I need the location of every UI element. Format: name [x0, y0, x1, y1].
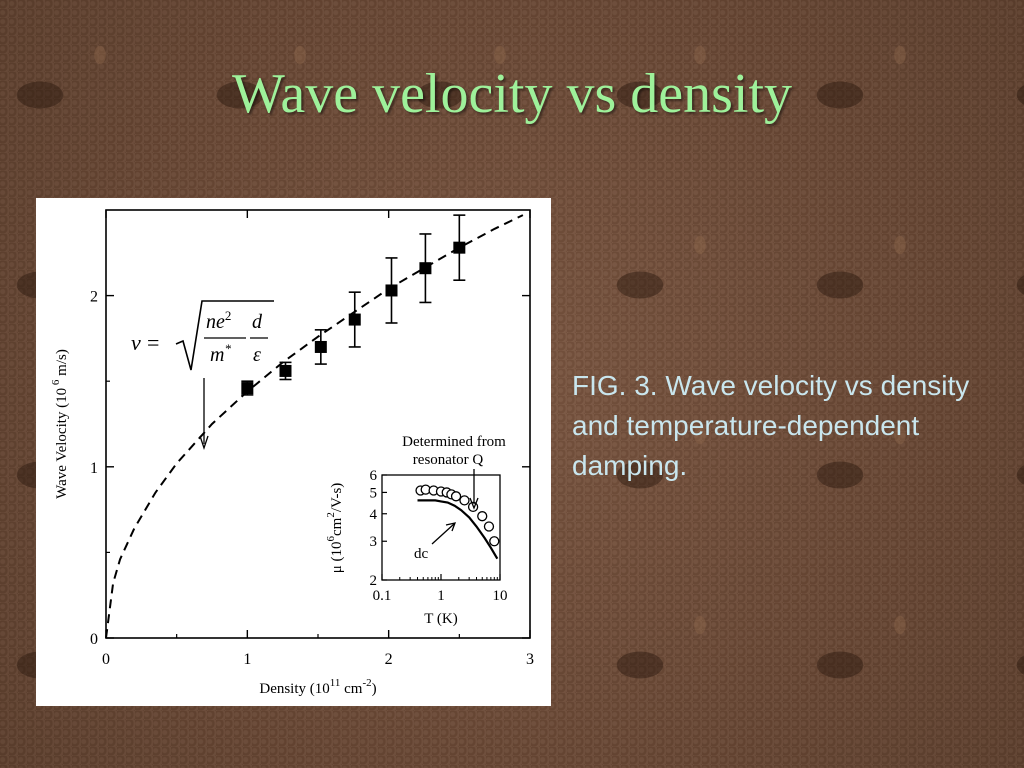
annotation-determined: Determined from — [402, 434, 506, 450]
inset-x-label: T (K) — [424, 611, 457, 627]
data-point — [348, 291, 361, 348]
main-ticks — [105, 210, 531, 639]
svg-text:d: d — [252, 311, 263, 333]
svg-text:ne2: ne2 — [206, 308, 231, 333]
inset-x-tick-label: 10 — [493, 588, 508, 604]
data-point — [385, 257, 398, 324]
data-marker — [241, 382, 254, 395]
inset-x-tick-label: 1 — [437, 588, 445, 604]
data-points — [241, 214, 466, 396]
data-point — [314, 329, 327, 365]
data-marker — [385, 284, 398, 297]
inset-y-tick-label: 6 — [370, 468, 378, 484]
inset-open-circle — [489, 536, 500, 547]
x-tick-label: 1 — [243, 651, 251, 668]
inset-y-label: μ (106cm2/V-s) — [325, 483, 345, 574]
data-point — [419, 233, 432, 304]
x-tick-label: 2 — [385, 651, 393, 668]
inset-y-tick-label: 2 — [370, 573, 378, 589]
inset-y-tick-label: 4 — [370, 507, 378, 523]
inset-open-circle — [459, 495, 470, 506]
annotation-dc: dc — [414, 546, 429, 562]
dc-mobility-line — [417, 499, 499, 560]
inset-ticks — [381, 474, 501, 581]
data-marker — [348, 313, 361, 326]
x-axis-label: Density (1011 cm-2) — [259, 677, 376, 697]
data-point — [279, 361, 292, 381]
y-tick-label: 2 — [90, 289, 98, 306]
data-marker — [279, 364, 292, 377]
main-y-tick-labels: 0 1 2 — [90, 289, 98, 648]
resonator-q-points — [415, 484, 500, 547]
equation: v = ne2 m* d ε — [131, 300, 274, 451]
figure-panel: 0 1 2 3 0 1 2 Density (1011 cm-2) Wave Veloci… — [36, 198, 551, 706]
y-tick-label: 1 — [90, 460, 98, 477]
theory-dashed-line — [105, 214, 524, 639]
data-marker — [419, 262, 432, 275]
figure-caption: FIG. 3. Wave velocity vs density and tem… — [572, 370, 970, 481]
y-axis-label: Wave Velocity (10 6 m/s) — [50, 349, 70, 499]
inset-plot: 0.1 1 10 2 3 4 56 T (K) μ (106cm2/V-s) Determ… — [325, 434, 508, 627]
inset-open-circle — [483, 521, 495, 532]
data-marker — [314, 340, 327, 353]
svg-text:ε: ε — [253, 344, 261, 366]
slide-title: Wave velocity vs density — [231, 63, 793, 125]
inset-y-tick-label: 5 — [370, 485, 378, 501]
annotation-resonator: resonator Q — [413, 452, 484, 468]
inset-x-tick-labels: 0.1 1 10 — [373, 588, 508, 604]
inset-x-tick-label: 0.1 — [373, 588, 392, 604]
y-tick-label: 0 — [90, 631, 98, 648]
svg-text:m*: m* — [210, 341, 231, 366]
inset-open-circle — [477, 511, 488, 522]
figure-svg: 0 1 2 3 0 1 2 Density (1011 cm-2) Wave Veloci… — [50, 209, 534, 697]
data-point — [453, 214, 466, 281]
data-point — [241, 380, 254, 396]
svg-text:=: = — [147, 330, 159, 355]
x-tick-label: 3 — [526, 651, 534, 668]
x-tick-label: 0 — [102, 651, 110, 668]
inset-y-tick-labels: 2 3 4 56 — [370, 468, 378, 589]
inset-y-tick-label: 3 — [370, 534, 378, 550]
inset-open-circle — [450, 491, 462, 502]
data-marker — [453, 241, 466, 254]
main-plot-frame — [105, 209, 531, 639]
svg-text:v: v — [131, 330, 141, 355]
main-x-tick-labels: 0 1 2 3 — [102, 651, 534, 668]
